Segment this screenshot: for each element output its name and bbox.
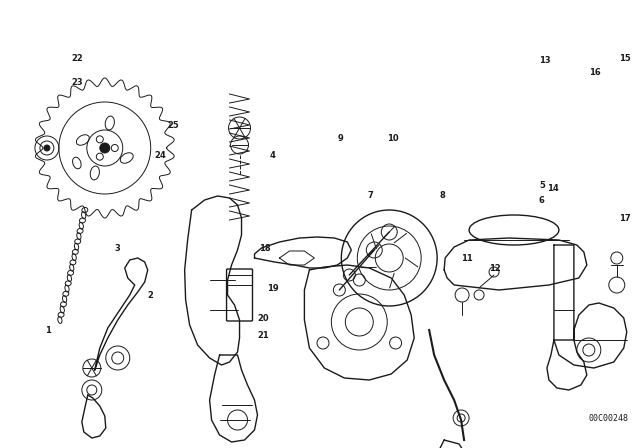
Text: 00C00248: 00C00248	[589, 414, 629, 422]
Text: 15: 15	[619, 53, 630, 63]
Text: 4: 4	[269, 151, 275, 159]
Text: 21: 21	[257, 331, 269, 340]
Text: 25: 25	[168, 121, 179, 129]
Text: 1: 1	[45, 326, 51, 335]
Text: 6: 6	[539, 195, 545, 204]
FancyBboxPatch shape	[227, 269, 253, 321]
Text: 3: 3	[115, 244, 120, 253]
Text: 10: 10	[387, 134, 399, 142]
Text: 5: 5	[539, 181, 545, 190]
Circle shape	[44, 145, 50, 151]
Text: 19: 19	[268, 284, 279, 293]
Text: 12: 12	[489, 263, 500, 272]
Text: 2: 2	[148, 290, 154, 300]
Text: 18: 18	[259, 244, 271, 253]
Text: 8: 8	[439, 190, 445, 199]
Text: 20: 20	[257, 314, 269, 323]
Circle shape	[100, 143, 110, 153]
Text: 13: 13	[539, 56, 550, 65]
Text: 17: 17	[619, 214, 630, 223]
Text: 23: 23	[72, 78, 83, 86]
Text: 7: 7	[367, 190, 373, 199]
Text: 22: 22	[72, 53, 84, 63]
Text: 11: 11	[461, 254, 473, 263]
Text: 14: 14	[547, 184, 559, 193]
Text: 9: 9	[337, 134, 343, 142]
Text: 24: 24	[155, 151, 166, 159]
Text: 16: 16	[589, 68, 600, 77]
